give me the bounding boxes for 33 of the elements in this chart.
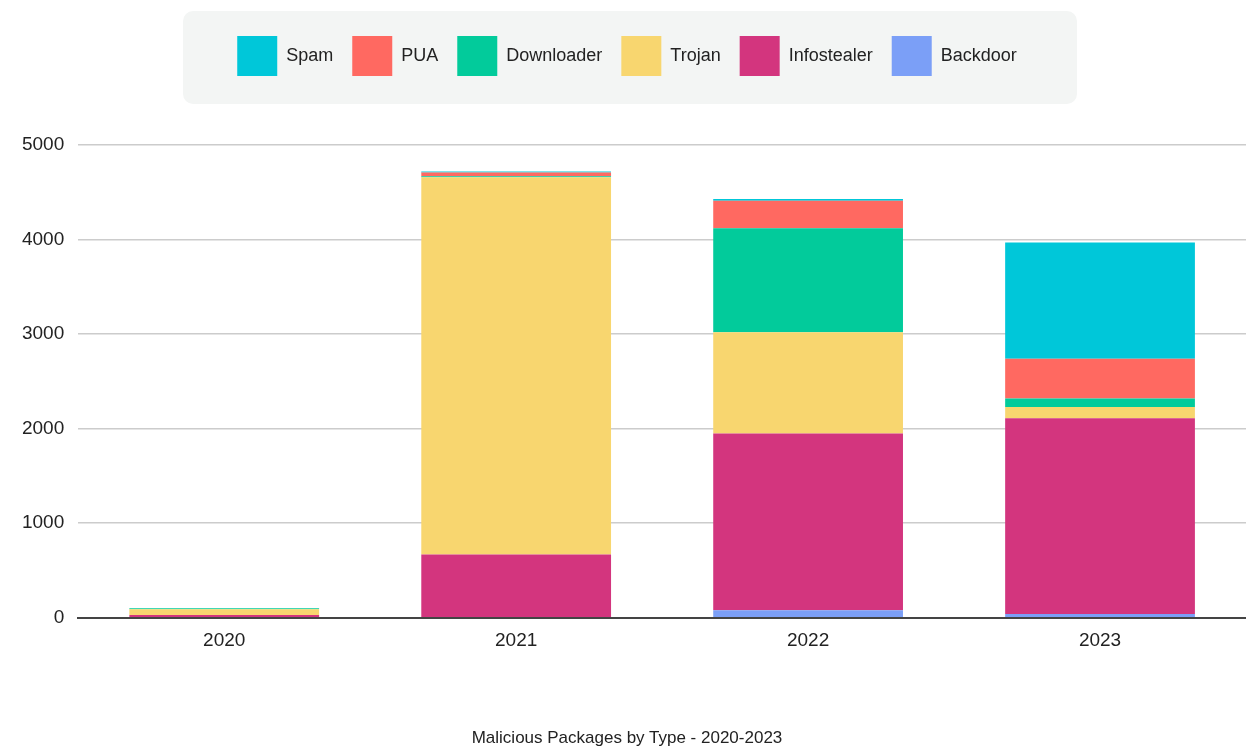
legend-label: Trojan bbox=[670, 44, 721, 65]
y-tick-label: 5000 bbox=[21, 133, 65, 155]
bar bbox=[1005, 406, 1195, 419]
y-tick-label: 1000 bbox=[21, 511, 65, 533]
legend-label: Infostealer bbox=[788, 44, 873, 65]
bar bbox=[713, 433, 903, 611]
bar bbox=[129, 614, 320, 618]
legend-label: Backdoor bbox=[940, 44, 1017, 65]
bar bbox=[421, 554, 612, 618]
y-tick-label: 0 bbox=[53, 606, 65, 628]
bar bbox=[713, 200, 903, 229]
x-tick-label: 2022 bbox=[786, 629, 830, 651]
bar bbox=[1005, 358, 1195, 399]
bar bbox=[421, 172, 612, 177]
bar bbox=[1005, 418, 1195, 615]
bar bbox=[421, 177, 612, 555]
legend-label: Spam bbox=[286, 44, 334, 65]
bar bbox=[1005, 242, 1195, 359]
bar bbox=[129, 609, 320, 615]
x-tick-label: 2023 bbox=[1078, 629, 1122, 651]
y-tick-label: 4000 bbox=[21, 227, 65, 249]
y-tick-label: 2000 bbox=[21, 416, 65, 438]
bar bbox=[713, 610, 903, 618]
legend-label: PUA bbox=[401, 44, 439, 65]
x-tick-label: 2021 bbox=[495, 629, 538, 651]
bar bbox=[713, 228, 903, 333]
legend-label: Downloader bbox=[506, 44, 603, 65]
bar bbox=[1005, 398, 1195, 407]
bar bbox=[1005, 614, 1195, 618]
bar bbox=[713, 332, 903, 434]
y-tick-label: 3000 bbox=[21, 322, 65, 344]
text: Malicious Packages by Type - 2020-2023 bbox=[471, 728, 783, 748]
x-tick-label: 2020 bbox=[203, 629, 246, 651]
